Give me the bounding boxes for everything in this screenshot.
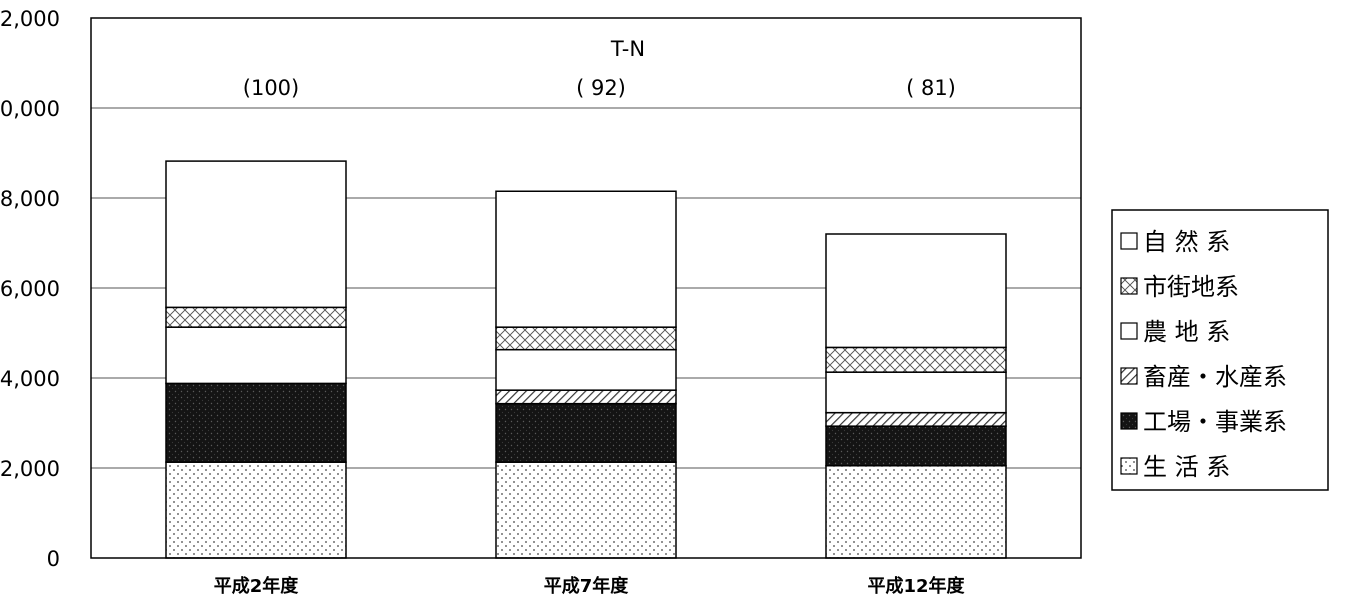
legend-swatch (1120, 457, 1138, 475)
y-tick-label: 0 (47, 547, 60, 571)
plot-area-frame (90, 17, 1082, 559)
index-label: ( 92) (576, 76, 626, 100)
bar-segment (495, 461, 677, 559)
index-labels: (100) ( 92) ( 81) (243, 76, 956, 100)
legend-swatch (1120, 367, 1138, 385)
legend-frame (1111, 209, 1329, 491)
legend-swatch (1120, 412, 1138, 430)
legend-label: 生 活 系 (1143, 453, 1230, 481)
y-tick-label: 4,000 (0, 367, 60, 391)
bar-segment (165, 461, 347, 559)
legend-label: 自 然 系 (1143, 228, 1230, 256)
bar-segment (495, 190, 677, 328)
bar-segment (495, 389, 677, 405)
bar-segment (825, 425, 1007, 467)
bar-segment (495, 348, 677, 391)
bars (165, 160, 1007, 559)
y-axis-ticks: 0 2,000 4,000 6,000 8,000 10,000 12,000 (0, 7, 60, 571)
chart-title: T-N (610, 37, 645, 61)
bar-stack (825, 233, 1007, 559)
legend-swatch (1120, 277, 1138, 295)
index-label: (100) (243, 76, 299, 100)
category-label: 平成12年度 (867, 575, 965, 597)
y-tick-label: 2,000 (0, 457, 60, 481)
index-label: ( 81) (906, 76, 956, 100)
category-label: 平成7年度 (544, 575, 630, 597)
legend-swatch (1120, 232, 1138, 250)
y-tick-label: 12,000 (0, 7, 60, 31)
bar-stack (495, 190, 677, 559)
y-tick-label: 10,000 (0, 97, 60, 121)
bar-segment (825, 371, 1007, 414)
bar-stack (165, 160, 347, 559)
category-label: 平成2年度 (214, 575, 300, 597)
bar-segment (825, 346, 1007, 373)
bar-segment (825, 465, 1007, 559)
legend-swatch (1120, 322, 1138, 340)
legend-label: 畜産・水産系 (1143, 363, 1287, 391)
bar-segment (495, 402, 677, 463)
bar-segment (825, 411, 1007, 427)
bar-segment (825, 233, 1007, 349)
y-tick-label: 8,000 (0, 187, 60, 211)
y-tick-label: 6,000 (0, 277, 60, 301)
legend-label: 市街地系 (1143, 273, 1239, 301)
bar-segment (495, 326, 677, 351)
bar-segment (165, 160, 347, 309)
bar-segment (165, 306, 347, 328)
legend-label: 工場・事業系 (1143, 408, 1287, 436)
x-axis-categories: 平成2年度 平成7年度 平成12年度 (214, 575, 966, 597)
bar-segment (165, 326, 347, 385)
legend-label: 農 地 系 (1143, 318, 1230, 346)
bar-segment (165, 382, 347, 463)
